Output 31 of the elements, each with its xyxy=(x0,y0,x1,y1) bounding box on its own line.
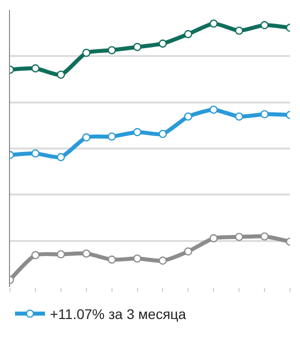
point xyxy=(31,64,40,72)
point xyxy=(184,30,192,38)
point xyxy=(184,247,192,256)
point xyxy=(108,132,116,141)
point xyxy=(158,39,167,48)
point xyxy=(56,250,66,258)
point xyxy=(108,46,116,54)
point xyxy=(133,128,142,136)
point xyxy=(260,232,269,241)
point xyxy=(210,234,218,242)
point xyxy=(158,130,167,138)
legend-label: +11.07% за 3 месяца xyxy=(50,306,186,322)
point xyxy=(260,21,269,30)
point xyxy=(108,256,116,264)
point xyxy=(82,249,90,258)
point xyxy=(133,254,142,263)
point xyxy=(158,256,167,265)
point xyxy=(31,149,40,158)
point xyxy=(210,106,218,114)
point xyxy=(184,112,192,121)
point xyxy=(234,232,244,242)
point xyxy=(82,48,90,57)
point xyxy=(56,153,66,162)
point xyxy=(31,251,40,260)
point xyxy=(56,70,66,79)
point xyxy=(133,42,142,52)
point xyxy=(234,112,244,121)
point xyxy=(210,19,218,28)
point xyxy=(82,133,90,142)
point xyxy=(234,26,244,35)
point xyxy=(260,110,269,118)
